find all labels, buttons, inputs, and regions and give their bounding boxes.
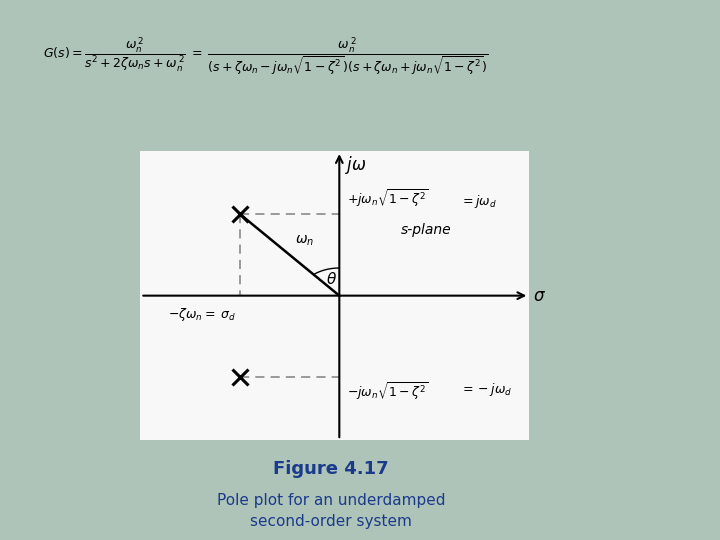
Text: $=j\omega_d$: $=j\omega_d$	[461, 193, 498, 210]
Text: $\omega_n$: $\omega_n$	[294, 234, 314, 248]
Text: Pole plot for an underdamped
second-order system: Pole plot for an underdamped second-orde…	[217, 493, 446, 529]
Text: $=-j\omega_d$: $=-j\omega_d$	[461, 381, 513, 398]
Text: $\theta$: $\theta$	[325, 271, 337, 287]
Text: $-\zeta\omega_n=\;\sigma_d$: $-\zeta\omega_n=\;\sigma_d$	[168, 306, 236, 323]
Text: $G(s) = \dfrac{\omega_n^{\,2}}{s^2 + 2\zeta\omega_n s + \omega_n^{\,2}}$$\;=\;\d: $G(s) = \dfrac{\omega_n^{\,2}}{s^2 + 2\z…	[43, 36, 489, 78]
Text: $+j\omega_n\sqrt{1-\zeta^2}$: $+j\omega_n\sqrt{1-\zeta^2}$	[346, 188, 428, 210]
Text: s-plane: s-plane	[401, 224, 451, 238]
Text: $\sigma$: $\sigma$	[533, 287, 546, 305]
Text: $-j\omega_n\sqrt{1-\zeta^2}$: $-j\omega_n\sqrt{1-\zeta^2}$	[346, 381, 428, 403]
Text: Figure 4.17: Figure 4.17	[274, 460, 389, 478]
Text: $j\omega$: $j\omega$	[345, 154, 366, 176]
